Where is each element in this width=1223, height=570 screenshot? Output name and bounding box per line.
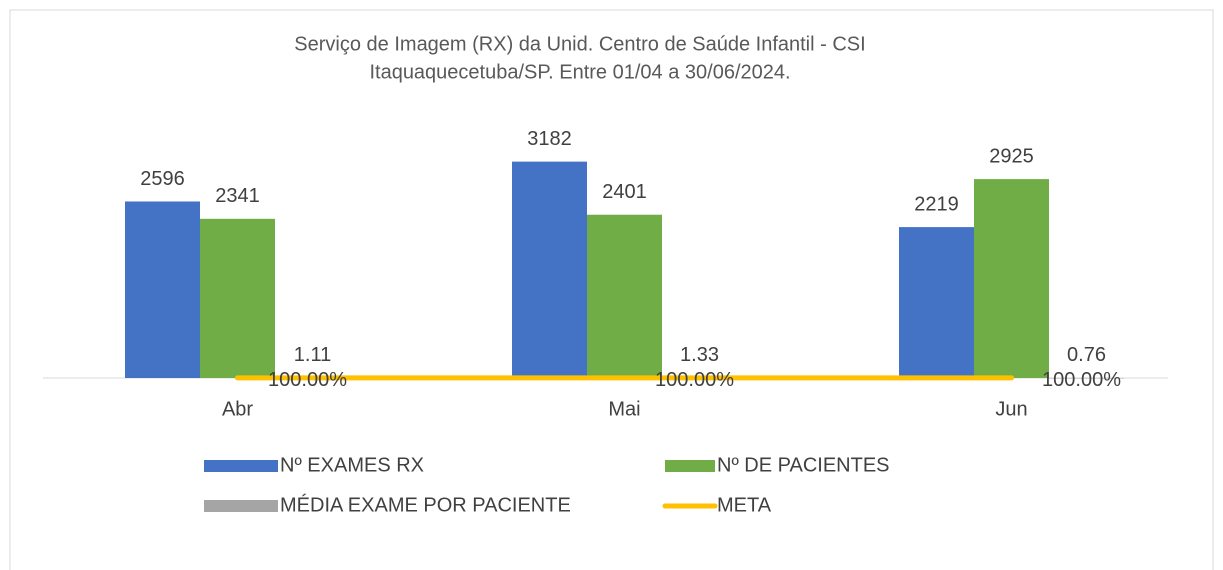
legend-label: META bbox=[717, 494, 772, 516]
bar bbox=[512, 161, 587, 378]
chart-title: Serviço de Imagem (RX) da Unid. Centro d… bbox=[294, 33, 865, 55]
chart-frame bbox=[9, 9, 1214, 570]
data-label: 2219 bbox=[914, 193, 959, 215]
data-label: 1.33 bbox=[680, 344, 719, 366]
legend-swatch bbox=[204, 500, 278, 512]
bar bbox=[899, 227, 974, 378]
bar bbox=[125, 201, 200, 378]
legend-label: Nº DE PACIENTES bbox=[717, 454, 890, 476]
x-tick-label: Abr bbox=[222, 398, 253, 420]
bar bbox=[974, 179, 1049, 378]
x-tick-label: Mai bbox=[608, 398, 640, 420]
data-label: 1.11 bbox=[294, 344, 331, 366]
data-label: 100.00% bbox=[1042, 369, 1121, 391]
legend-swatch bbox=[204, 460, 278, 472]
data-label: 2341 bbox=[215, 185, 260, 207]
data-label: 0.76 bbox=[1067, 344, 1106, 366]
chart-title: Itaquaquecetuba/SP. Entre 01/04 a 30/06/… bbox=[369, 61, 790, 83]
bar bbox=[587, 214, 662, 378]
bar bbox=[1049, 377, 1124, 379]
data-label: 100.00% bbox=[655, 369, 734, 391]
x-tick-label: Jun bbox=[995, 398, 1027, 420]
bar bbox=[200, 218, 275, 378]
data-label: 2596 bbox=[140, 168, 185, 190]
data-label: 2401 bbox=[602, 181, 647, 203]
legend-label: Nº EXAMES RX bbox=[280, 454, 424, 476]
data-label: 100.00% bbox=[268, 369, 347, 391]
data-label: 3182 bbox=[527, 128, 572, 150]
legend-label: MÉDIA EXAME POR PACIENTE bbox=[280, 493, 571, 516]
legend-swatch bbox=[665, 460, 715, 472]
data-label: 2925 bbox=[989, 145, 1034, 167]
